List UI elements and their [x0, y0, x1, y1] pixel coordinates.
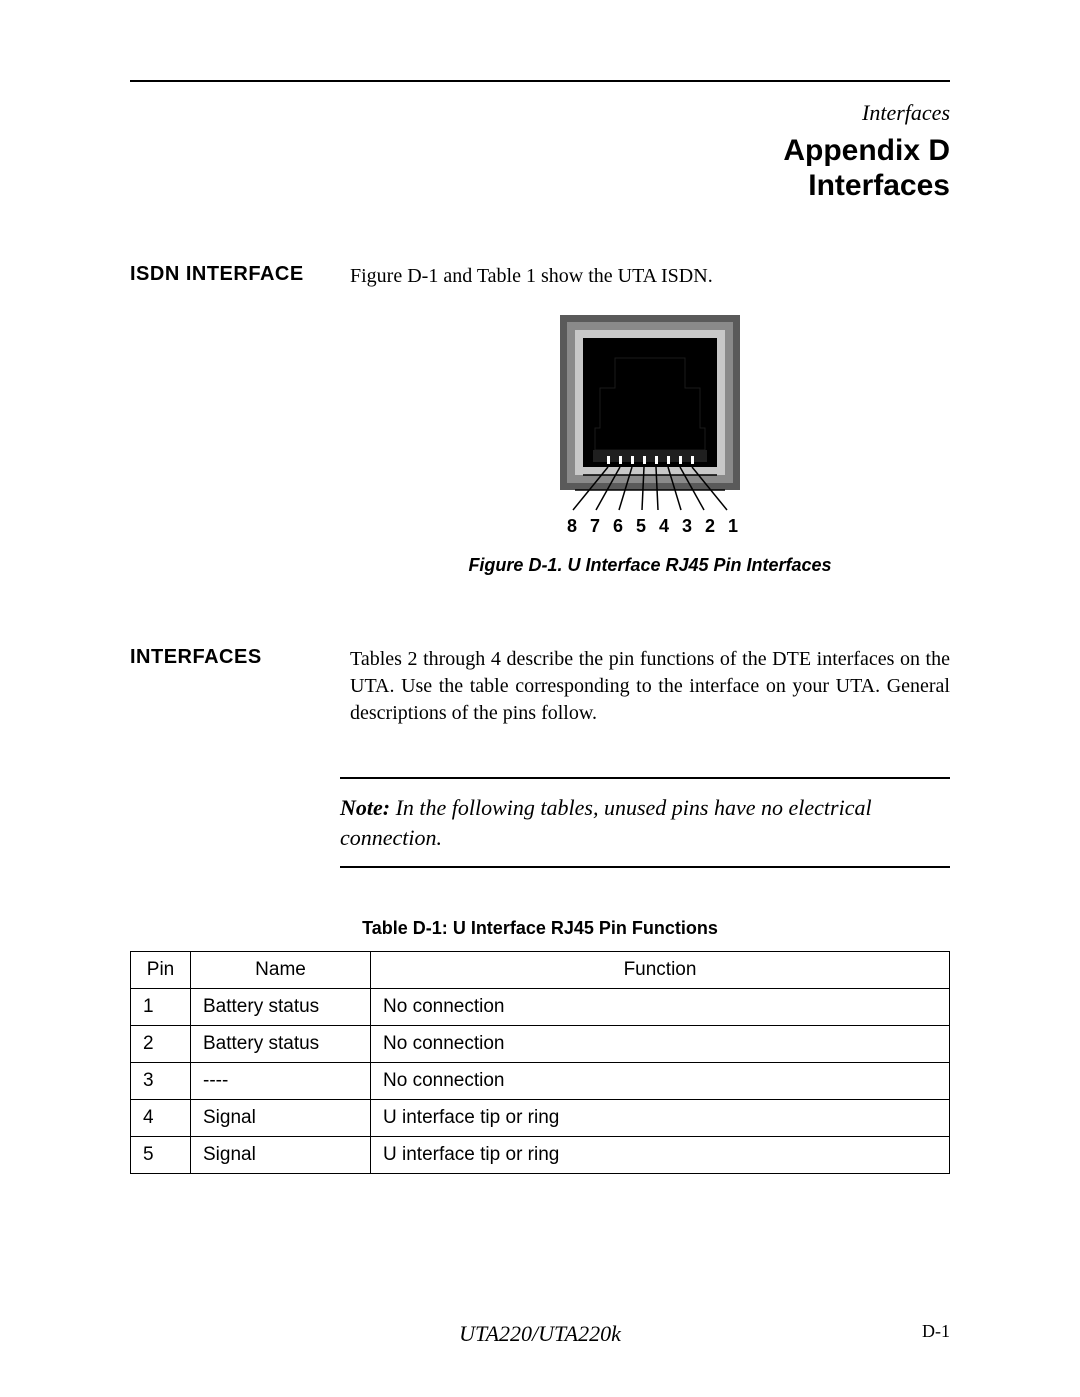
table-row: 2 Battery status No connection — [131, 1026, 950, 1063]
cell-name: Signal — [191, 1100, 371, 1137]
note-text: Note: In the following tables, unused pi… — [340, 779, 950, 866]
isdn-intro-text: Figure D-1 and Table 1 show the UTA ISDN… — [350, 263, 950, 290]
rj45-jack-icon: 8 7 6 5 4 3 2 1 — [545, 310, 755, 540]
col-header-name: Name — [191, 952, 371, 989]
pin-label-2: 2 — [705, 516, 715, 536]
cell-function: U interface tip or ring — [371, 1137, 950, 1174]
table-row: 5 Signal U interface tip or ring — [131, 1137, 950, 1174]
section-heading-col: INTERFACES — [130, 646, 320, 727]
cell-name: Signal — [191, 1137, 371, 1174]
note-label: Note: — [340, 795, 390, 820]
running-head: Interfaces — [130, 100, 950, 126]
cell-pin: 4 — [131, 1100, 191, 1137]
table-row: 4 Signal U interface tip or ring — [131, 1100, 950, 1137]
table-row: 3 ---- No connection — [131, 1063, 950, 1100]
pin-label-7: 7 — [590, 516, 600, 536]
pin-label-8: 8 — [567, 516, 577, 536]
col-header-function: Function — [371, 952, 950, 989]
section-heading-col: ISDN INTERFACE — [130, 263, 320, 606]
page: Interfaces Appendix D Interfaces ISDN IN… — [0, 0, 1080, 1397]
section-isdn-interface: ISDN INTERFACE Figure D-1 and Table 1 sh… — [130, 263, 950, 606]
appendix-line-1: Appendix D — [130, 134, 950, 169]
note-block: Note: In the following tables, unused pi… — [340, 777, 950, 868]
footer-doc-title: UTA220/UTA220k — [459, 1321, 621, 1347]
top-rule — [130, 80, 950, 82]
note-rule-bottom — [340, 866, 950, 868]
pin-label-4: 4 — [659, 516, 669, 536]
cell-function: No connection — [371, 989, 950, 1026]
cell-pin: 2 — [131, 1026, 191, 1063]
page-footer: UTA220/UTA220k D-1 — [130, 1321, 950, 1342]
appendix-line-2: Interfaces — [130, 169, 950, 204]
cell-name: Battery status — [191, 1026, 371, 1063]
figure-d1: 8 7 6 5 4 3 2 1 — [350, 310, 950, 545]
heading-interfaces: INTERFACES — [130, 646, 320, 669]
heading-isdn-interface: ISDN INTERFACE — [130, 263, 320, 286]
pin-label-1: 1 — [728, 516, 738, 536]
footer-page-number: D-1 — [922, 1321, 950, 1342]
section-body-col: Tables 2 through 4 describe the pin func… — [350, 646, 950, 727]
cell-name: Battery status — [191, 989, 371, 1026]
pin-label-5: 5 — [636, 516, 646, 536]
cell-pin: 5 — [131, 1137, 191, 1174]
cell-function: U interface tip or ring — [371, 1100, 950, 1137]
table-d1: Pin Name Function 1 Battery status No co… — [130, 951, 950, 1174]
interfaces-body-text: Tables 2 through 4 describe the pin func… — [350, 646, 950, 727]
section-interfaces: INTERFACES Tables 2 through 4 describe t… — [130, 646, 950, 727]
cell-function: No connection — [371, 1063, 950, 1100]
table-header-row: Pin Name Function — [131, 952, 950, 989]
table-caption-title: U Interface RJ45 Pin Functions — [453, 918, 718, 938]
table-row: 1 Battery status No connection — [131, 989, 950, 1026]
cell-pin: 3 — [131, 1063, 191, 1100]
appendix-title: Appendix D Interfaces — [130, 134, 950, 203]
cell-function: No connection — [371, 1026, 950, 1063]
figure-d1-caption: Figure D-1. U Interface RJ45 Pin Interfa… — [350, 555, 950, 576]
pin-label-3: 3 — [682, 516, 692, 536]
table-caption-prefix: Table D-1: — [362, 918, 448, 938]
section-body-col: Figure D-1 and Table 1 show the UTA ISDN… — [350, 263, 950, 606]
pin-label-6: 6 — [613, 516, 623, 536]
col-header-pin: Pin — [131, 952, 191, 989]
cell-pin: 1 — [131, 989, 191, 1026]
table-d1-caption: Table D-1: U Interface RJ45 Pin Function… — [130, 918, 950, 939]
note-body: In the following tables, unused pins hav… — [340, 795, 872, 850]
cell-name: ---- — [191, 1063, 371, 1100]
